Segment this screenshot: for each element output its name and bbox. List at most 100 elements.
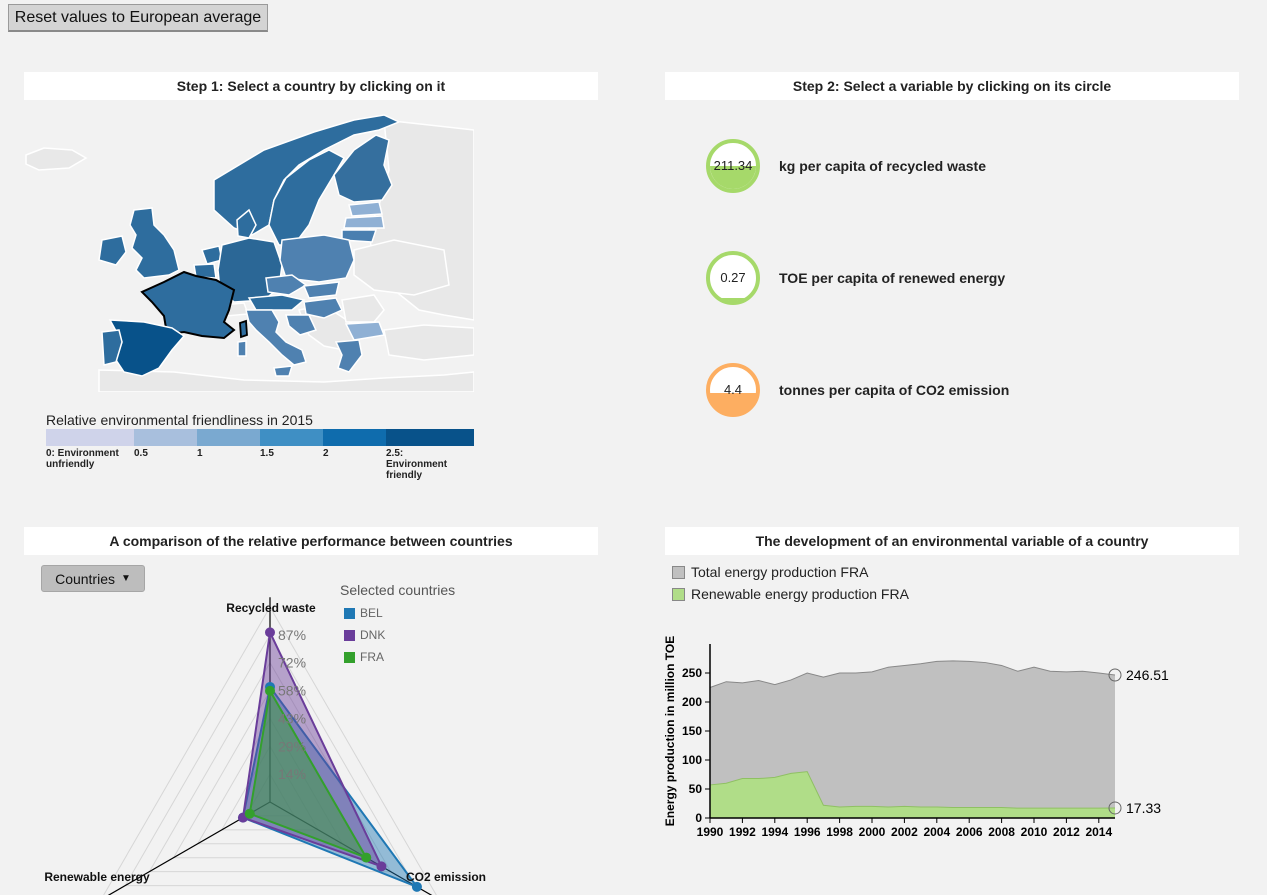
y-tick-label: 200 xyxy=(682,695,702,709)
x-tick-label: 2000 xyxy=(859,825,886,839)
co2-value: 4.4 xyxy=(723,382,743,397)
map-romania[interactable] xyxy=(341,294,385,323)
radar-point-fra xyxy=(244,808,255,819)
legend-label: Total energy production FRA xyxy=(691,564,869,580)
legend-label: BEL xyxy=(360,606,383,620)
countries-dropdown-label: Countries xyxy=(55,570,115,587)
radar-axis-label: Renewable energy xyxy=(44,870,150,884)
radar-axis-label: Recycled waste xyxy=(226,601,316,615)
co2-label[interactable]: tonnes per capita of CO2 emission xyxy=(779,382,1010,398)
comparison-title: A comparison of the relative performance… xyxy=(24,527,598,555)
map-turkey[interactable] xyxy=(383,324,474,361)
co2-gauge[interactable]: 4.4 xyxy=(705,362,761,418)
map-legend-bar xyxy=(46,429,474,446)
legend-tick: 1 xyxy=(197,448,203,459)
radar-grid-ring xyxy=(103,605,437,895)
recycled-gauge[interactable]: 211.34 xyxy=(705,138,761,194)
map-finland[interactable] xyxy=(333,134,393,203)
legend-tick: 0: Environment unfriendly xyxy=(46,448,119,470)
caret-down-icon: ▼ xyxy=(121,573,131,584)
x-tick-label: 1998 xyxy=(826,825,853,839)
map-north-africa[interactable] xyxy=(98,369,474,392)
map-corsica[interactable] xyxy=(239,319,248,339)
radar-point-dnk xyxy=(376,861,387,872)
radar-series-dnk xyxy=(241,628,384,869)
renewable-value: 0.27 xyxy=(720,270,746,285)
y-tick-label: 100 xyxy=(682,753,702,767)
radar-series-fra xyxy=(248,687,369,860)
radar-ring-label: 14% xyxy=(278,766,306,782)
map-denmark[interactable] xyxy=(236,208,257,239)
map-hungary[interactable] xyxy=(303,297,344,319)
map-sardinia[interactable] xyxy=(237,340,247,357)
map-sicily[interactable] xyxy=(273,365,294,377)
gauge-ring-icon xyxy=(706,363,760,417)
legend-label: DNK xyxy=(360,628,386,642)
legend-item-dnk: DNK xyxy=(344,628,385,642)
renewable-line xyxy=(709,771,1116,809)
radar-grid-ring xyxy=(124,633,416,887)
radar-grid-ring xyxy=(220,745,320,831)
radar-point-dnk xyxy=(265,627,275,638)
legend-swatch xyxy=(344,629,355,641)
map-lithuania[interactable] xyxy=(341,229,378,243)
radar-point-bel xyxy=(411,881,422,892)
legend-tick: 2 xyxy=(323,448,329,459)
map-portugal[interactable] xyxy=(101,329,123,366)
radar-ring-label: 87% xyxy=(278,627,306,643)
legend-item-bel: BEL xyxy=(344,606,383,620)
map-latvia[interactable] xyxy=(343,215,385,229)
y-tick-label: 150 xyxy=(682,724,702,738)
map-france[interactable] xyxy=(140,270,236,340)
radar-ring-label: 29% xyxy=(278,738,306,754)
variable-row-co2[interactable]: 4.4 tonnes per capita of CO2 emission xyxy=(705,362,1009,418)
radar-ring-label: 72% xyxy=(278,655,306,671)
map-iceland[interactable] xyxy=(25,147,88,171)
x-tick-label: 2006 xyxy=(956,825,983,839)
map-germany[interactable] xyxy=(217,237,283,303)
x-tick-label: 2002 xyxy=(891,825,918,839)
map-italy[interactable] xyxy=(245,309,307,366)
legend-swatch xyxy=(672,565,685,579)
legend-swatch xyxy=(672,587,685,601)
radar-chart: 14% 29% 43% 58% 72% 87% Recycled waste Renewabl… xyxy=(44,597,486,895)
recycled-label[interactable]: kg per capita of recycled waste xyxy=(779,158,986,174)
map-belgium[interactable] xyxy=(193,263,217,279)
map-czechia[interactable] xyxy=(265,274,308,296)
x-tick-label: 1996 xyxy=(794,825,821,839)
radar-ring-label: 58% xyxy=(278,683,306,699)
map-poland[interactable] xyxy=(279,234,355,283)
legend-swatch xyxy=(260,429,323,446)
legend-label: Renewable energy production FRA xyxy=(691,586,909,602)
variable-row-renewable[interactable]: 0.27 TOE per capita of renewed energy xyxy=(705,250,1005,306)
map-bulgaria[interactable] xyxy=(344,321,386,341)
recycled-value: 211.34 xyxy=(713,158,753,173)
x-tick-label: 1994 xyxy=(761,825,788,839)
map-croatia[interactable] xyxy=(285,314,318,336)
map-austria[interactable] xyxy=(247,294,306,311)
reset-button[interactable]: Reset values to European average xyxy=(8,4,268,32)
map-uk[interactable] xyxy=(129,207,180,279)
y-tick-label: 250 xyxy=(682,666,702,680)
legend-swatch xyxy=(344,607,355,619)
renewable-label[interactable]: TOE per capita of renewed energy xyxy=(779,270,1006,286)
map-legend-title: Relative environmental friendliness in 2… xyxy=(46,412,313,428)
legend-swatch xyxy=(386,429,474,446)
map-ireland[interactable] xyxy=(98,235,127,266)
gauge-ring-icon xyxy=(706,139,760,193)
map-greece[interactable] xyxy=(334,339,363,373)
x-tick-label: 1992 xyxy=(729,825,756,839)
countries-dropdown[interactable]: Countries ▼ xyxy=(41,565,145,592)
total-area xyxy=(710,660,1115,818)
x-tick-label: 2004 xyxy=(923,825,950,839)
y-axis-label: Energy production in million TOE xyxy=(663,636,677,826)
renewable-end-label: 17.33 xyxy=(1126,800,1161,816)
europe-map[interactable] xyxy=(24,110,474,392)
renewable-gauge[interactable]: 0.27 xyxy=(705,250,761,306)
legend-swatch xyxy=(344,651,355,663)
map-slovakia[interactable] xyxy=(302,281,340,299)
variable-row-recycled[interactable]: 211.34 kg per capita of recycled waste xyxy=(705,138,986,194)
map-ukraine[interactable] xyxy=(353,239,450,296)
selected-countries-title: Selected countries xyxy=(340,582,456,598)
map-estonia[interactable] xyxy=(348,201,383,217)
